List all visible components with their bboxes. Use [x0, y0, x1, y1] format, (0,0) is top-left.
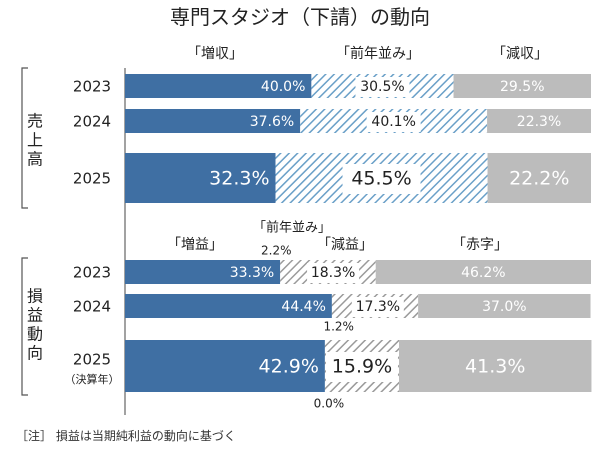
value-label-sales-2025-2: 22.2%	[509, 168, 569, 190]
bar-profit-2025-3	[399, 340, 592, 392]
value-label-profit-2025-2: 15.9%	[332, 356, 392, 378]
value-label-profit-2023-3: 46.2%	[461, 265, 505, 281]
bar-sales-2025-2	[487, 153, 591, 203]
group-label-profit-char: 向	[27, 344, 43, 363]
value-label-profit-2023-1: 2.2%	[261, 244, 292, 258]
group-label-profit-char: 動	[27, 325, 43, 344]
legend-profit-1: 「前年並み」	[253, 220, 331, 236]
label-bg-sales-2025	[342, 164, 421, 194]
value-label-sales-2023-2: 29.5%	[500, 79, 544, 95]
bar-sales-2025-0	[125, 153, 276, 203]
bar-sales-2023-2	[453, 74, 591, 98]
value-label-sales-2024-2: 22.3%	[517, 114, 561, 130]
year-label-profit-2023: 2023	[73, 264, 111, 282]
group-label-sales-char: 高	[27, 150, 43, 169]
legend-profit-2: 「減益」	[317, 236, 373, 253]
value-label-profit-2025-0: 42.9%	[259, 356, 319, 378]
group-label-profit-char: 損	[27, 287, 43, 306]
value-label-profit-2024-1: 1.2%	[323, 320, 354, 334]
label-bg-profit-2024	[351, 297, 404, 317]
group-label-sales-char: 上	[27, 131, 43, 150]
value-label-profit-2025-3: 41.3%	[465, 356, 525, 378]
label-bg-profit-2025	[325, 352, 398, 382]
bar-sales-2024-2	[487, 109, 591, 133]
legend-profit-0: 「増益」	[167, 237, 223, 253]
footnote: ［注］ 損益は当期純利益の動向に基づく	[16, 428, 236, 443]
value-label-profit-2025-1: 0.0%	[314, 397, 345, 411]
bar-profit-2024-3	[418, 294, 591, 318]
value-label-sales-2023-0: 40.0%	[261, 79, 305, 95]
year-label-sales-2023: 2023	[73, 78, 111, 96]
bar-profit-2023-3	[375, 260, 591, 284]
year-label-profit-2025: 2025	[73, 351, 111, 369]
value-label-sales-2025-1: 45.5%	[351, 168, 411, 190]
value-label-profit-2024-3: 37.0%	[482, 299, 526, 315]
value-label-sales-2025-0: 32.3%	[209, 168, 269, 190]
year-label-sales-2024: 2024	[73, 113, 111, 131]
value-label-profit-2023-0: 33.3%	[230, 265, 274, 281]
year-label-profit-2024: 2024	[73, 298, 111, 316]
value-label-sales-2024-1: 40.1%	[371, 114, 415, 130]
label-bg-profit-2023	[307, 263, 360, 283]
bar-profit-2024-0	[125, 294, 332, 318]
year-sublabel-profit-2025: （決算年）	[65, 372, 120, 386]
group-label-sales-char: 売	[27, 112, 43, 131]
label-bg-sales-2023	[355, 77, 410, 97]
bar-profit-2023-0	[125, 260, 281, 284]
bar-profit-2024-1	[331, 294, 338, 318]
legend-profit-3: 「赤字」	[452, 237, 508, 253]
chart-title: 専門スタジオ（下請）の動向	[170, 5, 430, 29]
group-label-profit-char: 益	[27, 306, 43, 325]
legend-sales-2: 「減収」	[492, 45, 548, 62]
value-label-profit-2023-2: 18.3%	[311, 265, 355, 281]
legend-sales-1: 「前年並み」	[336, 45, 420, 62]
value-label-sales-2024-0: 37.6%	[250, 114, 294, 130]
bracket-sales	[21, 67, 28, 209]
bracket-profit	[21, 257, 28, 396]
legend-sales-0: 「増収」	[187, 46, 243, 62]
value-label-profit-2024-0: 44.4%	[281, 299, 325, 315]
label-bg-sales-2024	[366, 112, 421, 132]
bar-profit-2025-0	[125, 340, 325, 392]
bar-sales-2024-0	[125, 109, 301, 133]
value-label-profit-2024-2: 17.3%	[356, 299, 400, 315]
bar-profit-2023-1	[280, 260, 291, 284]
year-label-sales-2025: 2025	[73, 170, 111, 188]
group-label-sales: 売上高	[27, 112, 43, 169]
value-label-sales-2023-1: 30.5%	[360, 79, 404, 95]
bar-sales-2023-0	[125, 74, 312, 98]
